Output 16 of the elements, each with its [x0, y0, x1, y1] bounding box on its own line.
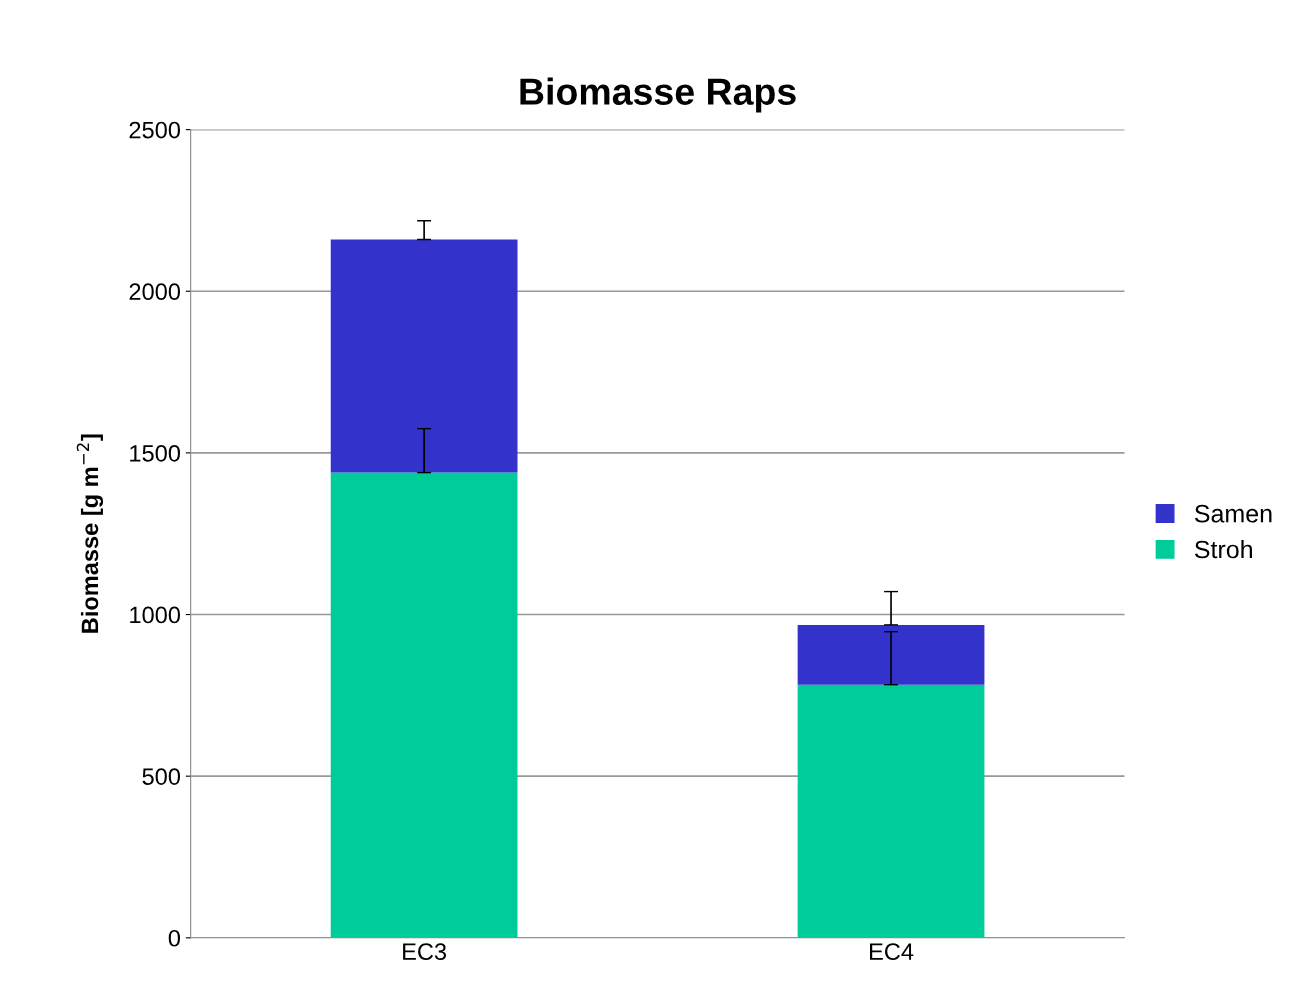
- bar: [797, 684, 985, 938]
- y-tick-label: 1000: [130, 606, 181, 624]
- y-tick-label: 0: [168, 929, 181, 947]
- y-tick-label: 1500: [130, 444, 181, 462]
- bar: [330, 472, 518, 938]
- y-tick-label: 500: [142, 768, 181, 785]
- legend-label: Samen: [1194, 504, 1272, 523]
- bar: [330, 239, 518, 473]
- y-axis-title: Biomasse [g m$^{−2}$]: [76, 434, 104, 633]
- x-tick-label: EC4: [870, 943, 914, 961]
- y-tick-label: 2500: [129, 121, 181, 139]
- x-tick-label: EC3: [403, 943, 447, 961]
- chart-title: Biomasse Raps: [520, 77, 796, 113]
- y-tick-label: 2000: [129, 283, 181, 301]
- legend-label: Stroh: [1194, 539, 1252, 559]
- bar: [797, 624, 985, 685]
